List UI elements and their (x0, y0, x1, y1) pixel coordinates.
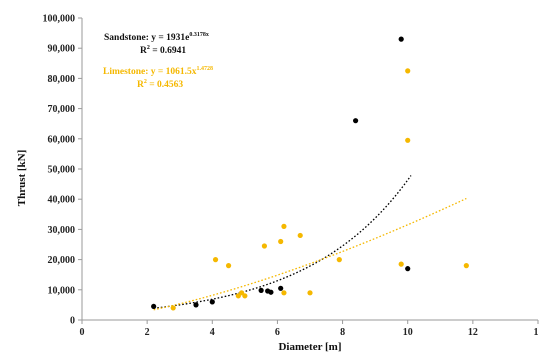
y-tick-label: 50,000 (48, 165, 76, 176)
y-tick-label: 70,000 (48, 104, 76, 115)
y-tick-label: 90,000 (48, 44, 76, 55)
sandstone-point (209, 299, 215, 305)
limestone-equation-base: Limestone: y = 1061.5x (103, 67, 197, 77)
y-tick-label: 60,000 (48, 134, 76, 145)
sandstone-point (193, 302, 199, 308)
x-axis-title: Diameter [m] (278, 341, 341, 353)
limestone-point (278, 238, 284, 245)
y-axis-title: Thrust [kN] (16, 150, 28, 207)
x-tick-label: 4 (210, 327, 215, 338)
y-tick-label: 40,000 (48, 195, 76, 206)
sandstone-equation-base: Sandstone: y = 1931e (104, 33, 189, 43)
limestone-r2: R2 = 0.4563 (137, 79, 183, 90)
limestone-equation: Limestone: y = 1061.5x1.4728 (103, 66, 213, 77)
limestone-point (261, 243, 267, 249)
limestone-point (297, 232, 303, 239)
y-tick-label: 20,000 (48, 255, 76, 266)
x-tick-label: 0 (80, 327, 85, 338)
x-tick-label: 2 (145, 327, 150, 338)
limestone-r2-value: = 0.4563 (147, 80, 184, 90)
limestone-r2-symbol: R (137, 80, 144, 90)
limestone-point (398, 261, 404, 267)
trendlines (153, 175, 467, 311)
sandstone-r2-symbol: R (140, 46, 147, 56)
limestone-equation-exponent: 1.4728 (197, 66, 214, 72)
x-tick-label: 12 (468, 327, 478, 338)
y-tick-label: 0 (70, 316, 75, 327)
x-tick-label: 8 (340, 327, 345, 338)
sandstone-point (151, 303, 157, 310)
x-tick-label: 6 (275, 327, 280, 338)
data-points (151, 36, 469, 311)
sandstone-point (353, 118, 359, 124)
limestone-point (336, 257, 342, 263)
y-tick-label: 80,000 (48, 74, 76, 85)
sandstone-r2-value: = 0.6941 (150, 46, 187, 56)
limestone-point (225, 263, 232, 269)
limestone-point (405, 68, 411, 74)
sandstone-r2: R2 = 0.6941 (140, 45, 186, 56)
y-tick-label: 30,000 (48, 225, 76, 236)
limestone-point (281, 290, 287, 296)
limestone-point (281, 223, 287, 229)
sandstone-point (405, 266, 411, 272)
limestone-point (463, 263, 469, 269)
sandstone-r2-sup: 2 (147, 45, 150, 51)
limestone-point (212, 257, 219, 263)
limestone-trendline (153, 197, 467, 311)
sandstone-point (268, 289, 274, 295)
y-tick-label: 100,000 (43, 14, 76, 25)
y-tick-label: 10,000 (48, 285, 76, 296)
limestone-point (239, 290, 245, 296)
sandstone-trendline (153, 175, 412, 309)
sandstone-equation-exponent: 0.3178x (189, 32, 209, 38)
sandstone-point (398, 36, 404, 42)
limestone-point (405, 137, 411, 143)
sandstone-point (258, 287, 264, 293)
limestone-r2-sup: 2 (144, 79, 147, 85)
sandstone-point (278, 285, 284, 291)
x-tick-label: 10 (403, 327, 413, 338)
limestone-point (242, 293, 248, 299)
sandstone-equation: Sandstone: y = 1931e0.3178x (104, 32, 209, 43)
limestone-point (307, 290, 313, 296)
limestone-point (235, 293, 241, 299)
limestone-point (170, 305, 176, 311)
x-tick-label: 1 (534, 327, 539, 338)
axes: 0 10,000 20,000 30,000 40,000 50,000 60,000 70,… (43, 14, 539, 338)
